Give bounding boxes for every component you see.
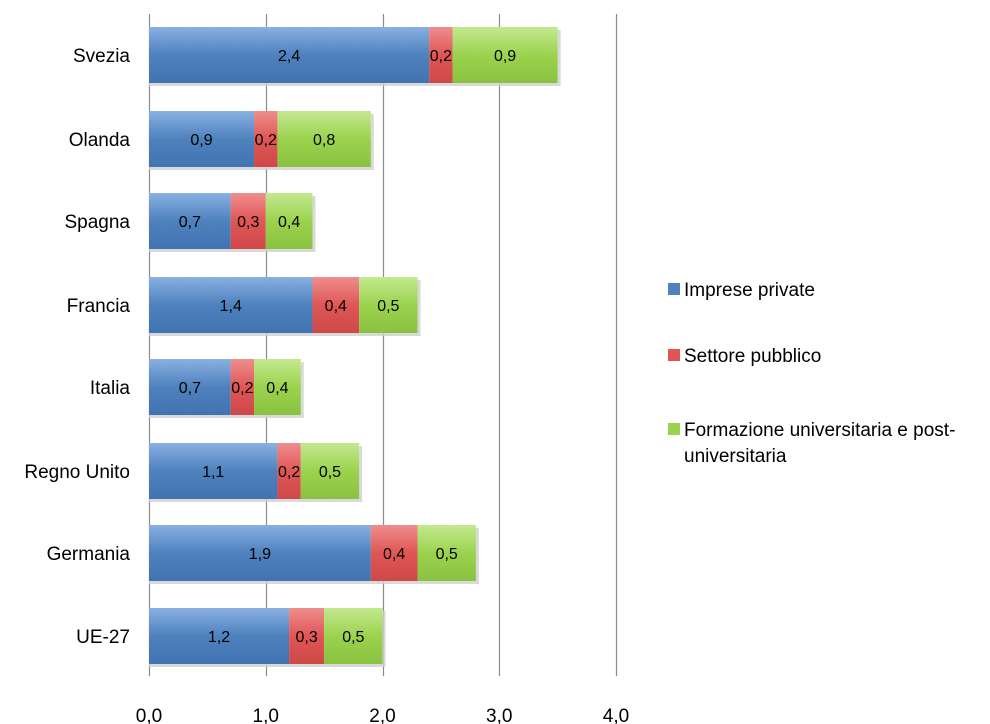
bar-segment xyxy=(265,193,313,249)
x-tick-label: 3,0 xyxy=(486,706,512,724)
bar-segment xyxy=(324,608,383,664)
legend-swatch xyxy=(668,283,680,295)
bar-shadow xyxy=(417,280,421,336)
category-label: Spagna xyxy=(64,212,130,233)
data-label: 0,9 xyxy=(190,132,212,149)
bar-segment xyxy=(254,359,301,415)
legend: Imprese private Settore pubblico Formazion… xyxy=(668,280,955,467)
x-tick-label: 2,0 xyxy=(369,706,395,724)
bar-shadow xyxy=(149,664,383,667)
bar-shadow xyxy=(149,333,418,336)
data-label: 0,3 xyxy=(237,214,259,231)
category-label: Regno Unito xyxy=(24,462,130,483)
bar-segment xyxy=(149,111,255,167)
category-label: Svezia xyxy=(73,46,130,67)
bar-shadow xyxy=(149,167,371,170)
data-label: 0,4 xyxy=(278,214,300,231)
data-label: 0,5 xyxy=(319,464,341,481)
bar-shadow xyxy=(149,581,476,584)
bar-segment xyxy=(452,27,558,83)
legend-swatch xyxy=(668,349,680,361)
data-label: 1,2 xyxy=(208,629,230,646)
legend-label: Formazione universitaria e post- xyxy=(684,420,955,441)
data-label: 0,9 xyxy=(494,48,516,65)
category-label: Francia xyxy=(67,296,131,317)
bar-segment xyxy=(417,525,476,581)
data-label: 0,2 xyxy=(430,48,452,65)
bar-shadow xyxy=(312,196,316,252)
category-label: Italia xyxy=(90,378,131,399)
bar-shadow xyxy=(149,415,301,418)
data-label: 1,4 xyxy=(220,298,242,315)
bar-segment xyxy=(149,608,290,664)
category-labels: Svezia Olanda Spagna Francia Italia Regno Uni… xyxy=(24,46,130,648)
bar-segment xyxy=(254,111,278,167)
data-label: 0,4 xyxy=(383,546,405,563)
x-tick-label: 0,0 xyxy=(136,706,162,724)
bar-segment xyxy=(359,277,418,333)
bar-segment xyxy=(370,525,418,581)
bar-shadow xyxy=(382,611,386,667)
bar-segment xyxy=(149,525,371,581)
category-label: Olanda xyxy=(69,130,131,151)
data-label: 0,2 xyxy=(278,464,300,481)
bar-segment xyxy=(230,359,255,415)
bar-shadow xyxy=(359,446,363,502)
bar-segment xyxy=(277,111,371,167)
bar-segment xyxy=(149,359,231,415)
data-label: 0,5 xyxy=(436,546,458,563)
data-label: 0,4 xyxy=(266,380,288,397)
bar-segment xyxy=(149,443,278,499)
bar-shadow xyxy=(300,362,304,418)
legend-label: Settore pubblico xyxy=(684,346,821,367)
x-axis-tick-labels: 0,0 1,0 2,0 3,0 4,0 xyxy=(136,706,629,724)
data-label: 0,5 xyxy=(377,298,399,315)
data-label: 0,8 xyxy=(313,132,335,149)
category-label: UE-27 xyxy=(76,627,130,648)
bar-segment xyxy=(300,443,360,499)
legend-label: universitaria xyxy=(684,446,787,467)
bar-shadow xyxy=(370,114,374,170)
bar-segment xyxy=(277,443,301,499)
legend-entry: Formazione universitaria e post-universi… xyxy=(668,420,955,467)
bar-segment xyxy=(149,27,430,83)
data-label: 0,7 xyxy=(179,380,201,397)
data-label: 0,4 xyxy=(325,298,347,315)
bar-segment xyxy=(429,27,453,83)
bar-segment xyxy=(289,608,325,664)
data-label: 2,4 xyxy=(278,48,300,65)
legend-entry: Imprese private xyxy=(668,280,815,301)
bar-segment xyxy=(149,193,231,249)
data-label: 0,7 xyxy=(179,214,201,231)
bar-shadow xyxy=(475,528,479,584)
data-label: 1,9 xyxy=(249,546,271,563)
bar-shadows xyxy=(149,30,561,667)
legend-entry: Settore pubblico xyxy=(668,346,821,367)
data-label: 0,3 xyxy=(295,629,317,646)
category-label: Germania xyxy=(47,544,131,565)
bar-segment xyxy=(149,277,313,333)
data-label: 0,2 xyxy=(255,132,277,149)
data-labels: 2,4 0,2 0,9 0,9 0,2 0,8 0,7 0,3 0,4 1,4 0,4 0,5 0,7 0… xyxy=(179,48,517,646)
bar-segment xyxy=(312,277,360,333)
bar-segment xyxy=(230,193,266,249)
bar-shadow xyxy=(149,249,313,252)
data-label: 0,2 xyxy=(231,380,253,397)
legend-swatch xyxy=(668,423,680,435)
bars xyxy=(149,27,558,664)
x-tick-label: 1,0 xyxy=(253,706,279,724)
data-label: 0,5 xyxy=(342,629,364,646)
bar-shadow xyxy=(149,83,558,86)
legend-label: Imprese private xyxy=(684,280,815,301)
bar-shadow xyxy=(149,499,360,502)
x-tick-label: 4,0 xyxy=(603,706,629,724)
bar-shadow xyxy=(557,30,561,86)
data-label: 1,1 xyxy=(202,464,224,481)
